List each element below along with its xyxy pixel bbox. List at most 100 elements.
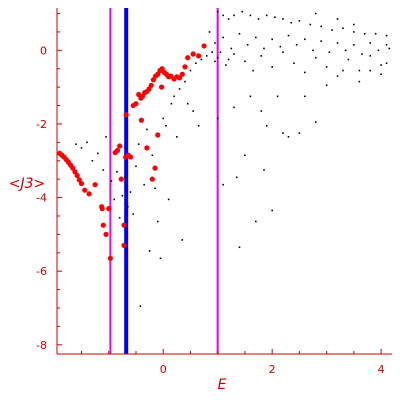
- data-point: [186, 102, 189, 105]
- data-point: [200, 58, 203, 61]
- data-point: [195, 62, 197, 65]
- data-point: [358, 69, 361, 72]
- data-point: [132, 213, 135, 215]
- data-point: [127, 154, 134, 160]
- data-point: [176, 136, 178, 138]
- y-tick-label: 0: [40, 44, 47, 57]
- data-point: [314, 56, 317, 59]
- data-point: [265, 124, 268, 127]
- data-point: [139, 305, 142, 307]
- data-point: [137, 143, 140, 145]
- data-point: [380, 64, 382, 66]
- data-point: [369, 69, 372, 72]
- data-point: [113, 198, 115, 201]
- data-point: [271, 38, 273, 41]
- data-point: [279, 45, 282, 48]
- data-point: [214, 42, 216, 44]
- data-point: [102, 169, 105, 171]
- data-point: [336, 75, 339, 77]
- data-point: [344, 49, 347, 52]
- data-point: [74, 172, 80, 179]
- data-point: [336, 42, 339, 44]
- data-point: [287, 34, 290, 37]
- data-point: [377, 49, 380, 52]
- y-tick-label: -8: [36, 339, 47, 352]
- data-point: [99, 206, 105, 212]
- data-point: [233, 106, 235, 109]
- data-point: [167, 198, 170, 201]
- data-point: [238, 32, 241, 35]
- data-point: [225, 64, 227, 66]
- data-point: [121, 242, 127, 249]
- data-point: [86, 191, 92, 197]
- data-point: [244, 154, 246, 157]
- data-point: [179, 71, 185, 77]
- data-point: [325, 84, 328, 87]
- data-point: [249, 95, 252, 98]
- data-point: [127, 205, 129, 208]
- data-point: [156, 220, 159, 223]
- data-point: [271, 66, 273, 68]
- data-point: [116, 170, 118, 173]
- data-point: [385, 62, 388, 65]
- data-point: [304, 38, 306, 41]
- data-point: [276, 95, 279, 98]
- data-point: [385, 44, 388, 46]
- data-point: [380, 73, 382, 76]
- data-point: [263, 169, 265, 171]
- data-point: [148, 82, 154, 88]
- data-point: [97, 152, 99, 155]
- data-point: [78, 180, 85, 187]
- data-point: [227, 58, 230, 61]
- data-point: [363, 32, 366, 35]
- data-point: [201, 43, 207, 49]
- data-point: [282, 18, 284, 20]
- data-point: [320, 25, 322, 28]
- y-tick-label: -4: [36, 192, 47, 205]
- data-point: [246, 44, 249, 46]
- data-point: [184, 80, 186, 83]
- y-tick-label: -6: [36, 265, 47, 278]
- data-point: [146, 128, 148, 131]
- data-point: [238, 246, 241, 249]
- data-point: [211, 51, 214, 53]
- data-point: [196, 53, 202, 59]
- data-point: [189, 69, 192, 72]
- data-point: [374, 32, 377, 35]
- data-point: [241, 10, 244, 13]
- data-point: [107, 255, 113, 261]
- data-point: [295, 44, 298, 46]
- data-point: [208, 31, 211, 33]
- data-point: [227, 18, 230, 20]
- data-point: [123, 112, 129, 118]
- data-point: [249, 14, 252, 17]
- data-point: [244, 60, 246, 63]
- data-point: [255, 36, 257, 39]
- data-point: [290, 21, 293, 24]
- data-point: [328, 51, 331, 53]
- data-point: [173, 95, 175, 98]
- data-point: [92, 182, 98, 188]
- data-point: [151, 154, 154, 157]
- data-point: [282, 132, 284, 134]
- data-point: [304, 71, 306, 74]
- x-tick-label: 4: [378, 363, 385, 376]
- data-point: [138, 117, 145, 123]
- y-tick-label: -2: [36, 118, 47, 131]
- data-point: [271, 209, 273, 212]
- data-point: [312, 49, 314, 52]
- data-point: [369, 42, 372, 44]
- data-point: [152, 165, 158, 171]
- data-point: [82, 187, 88, 193]
- data-point: [159, 257, 162, 260]
- data-point: [110, 180, 113, 182]
- data-point: [358, 80, 361, 83]
- data-point: [197, 124, 200, 127]
- data-point: [298, 20, 301, 22]
- data-point: [192, 110, 194, 112]
- data-points: [57, 10, 391, 307]
- data-point: [331, 29, 333, 31]
- data-point: [260, 55, 263, 57]
- data-point: [309, 23, 312, 26]
- data-point: [148, 250, 151, 252]
